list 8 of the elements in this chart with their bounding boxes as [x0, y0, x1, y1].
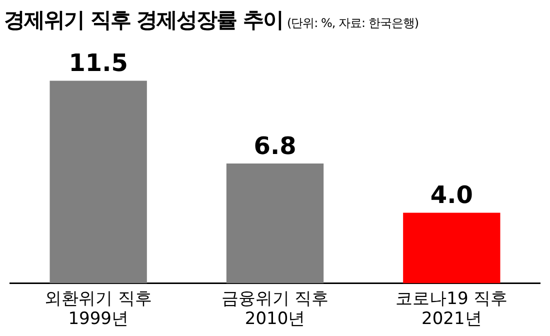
data-label: 11.5 [68, 49, 128, 78]
x-tick-label: 코로나19 직후 2021년 [396, 288, 508, 330]
data-label: 4.0 [430, 181, 473, 210]
chart-subtitle: (단위: %, 자료: 한국은행) [286, 15, 419, 32]
x-tick-label: 외환위기 직후 1999년 [44, 288, 152, 330]
chart-title: 경제위기 직후 경제성장률 추이 [4, 7, 283, 34]
x-tick-label: 금융위기 직후 2010년 [221, 288, 329, 330]
data-label: 6.8 [254, 132, 296, 160]
